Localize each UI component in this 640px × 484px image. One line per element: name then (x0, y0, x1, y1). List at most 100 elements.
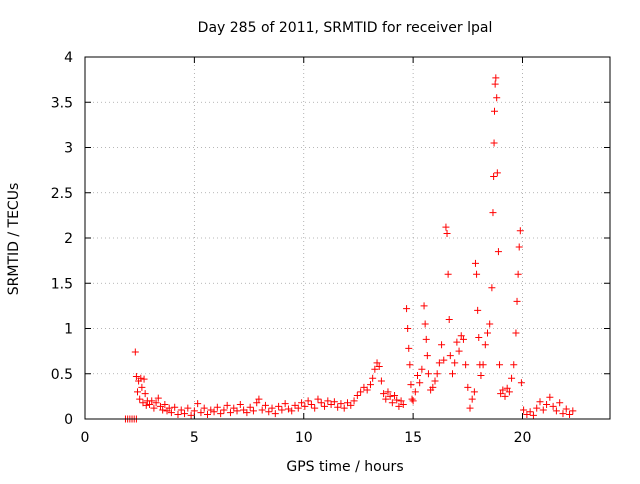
data-point (321, 402, 329, 410)
data-point (501, 392, 509, 400)
y-tick-label: 1 (64, 322, 73, 338)
data-point (503, 384, 511, 392)
data-point (171, 403, 179, 411)
data-point (416, 379, 424, 387)
data-point (444, 270, 452, 278)
data-point (138, 383, 146, 391)
data-point (347, 401, 355, 409)
data-point (499, 386, 507, 394)
data-point (314, 395, 322, 403)
data-point (204, 410, 211, 418)
data-point (492, 74, 500, 82)
data-point (473, 270, 481, 278)
data-point (167, 409, 175, 417)
data-point (533, 404, 541, 412)
data-point (243, 409, 251, 417)
data-point (440, 356, 448, 364)
data-point (265, 408, 273, 416)
data-point (435, 359, 443, 367)
data-point (288, 407, 296, 415)
data-point (459, 335, 467, 343)
y-tick-label: 2.5 (51, 186, 73, 202)
data-point (142, 401, 150, 409)
y-axis-label: SRMTID / TECUs (6, 183, 22, 296)
data-point (294, 404, 302, 412)
data-point (422, 335, 430, 343)
data-point (468, 395, 476, 403)
data-point (184, 404, 192, 412)
data-point (207, 406, 215, 414)
data-point (471, 259, 479, 267)
data-point (491, 80, 499, 88)
data-point (536, 398, 544, 406)
data-point (515, 243, 523, 251)
axis-ticks: 0 0.5 1 1.5 2 2.5 3 3.5 4 0 5 10 15 20 (51, 50, 610, 446)
data-point (317, 399, 325, 407)
data-point (146, 401, 154, 409)
data-point (442, 223, 450, 231)
data-point (429, 383, 437, 391)
data-point (213, 403, 221, 411)
data-point (562, 405, 570, 413)
data-point (512, 329, 520, 337)
data-point (161, 401, 169, 409)
data-point (407, 381, 415, 389)
grid-lines (85, 57, 610, 419)
data-point (414, 372, 421, 380)
data-point (494, 248, 502, 256)
data-point (449, 370, 456, 378)
data-point (491, 107, 498, 115)
x-tick-label: 10 (295, 430, 313, 446)
y-tick-label: 0.5 (51, 367, 73, 383)
data-point (445, 315, 453, 323)
data-point (464, 383, 472, 391)
data-point (386, 392, 394, 400)
data-point (497, 390, 505, 398)
data-point (141, 390, 149, 398)
data-point (226, 409, 234, 417)
data-point (371, 365, 379, 373)
data-point (375, 363, 383, 371)
data-point (443, 229, 451, 237)
data-points (121, 74, 577, 423)
data-point (324, 397, 332, 405)
data-point (490, 172, 498, 180)
data-point (406, 361, 414, 369)
data-point (330, 398, 338, 406)
data-point (165, 404, 173, 412)
data-point (154, 394, 162, 402)
x-tick-label: 0 (81, 430, 90, 446)
data-point (384, 388, 392, 396)
data-point (556, 399, 564, 407)
data-point (484, 329, 491, 337)
data-point (508, 374, 516, 382)
data-point (388, 399, 396, 407)
data-point (559, 410, 567, 418)
data-point (397, 397, 405, 405)
data-point (566, 410, 574, 418)
plot-frame (84, 56, 611, 420)
data-point (549, 402, 557, 410)
data-point (423, 352, 431, 360)
data-point (148, 397, 156, 405)
data-point (479, 361, 487, 369)
data-point (514, 270, 522, 278)
data-point (405, 344, 413, 352)
data-point (187, 411, 195, 419)
data-point (271, 410, 279, 418)
data-point (470, 388, 478, 396)
data-point (307, 401, 315, 409)
y-tick-label: 3 (64, 141, 73, 157)
data-point (132, 372, 140, 380)
data-point (233, 407, 241, 415)
data-point (455, 347, 463, 355)
data-point (268, 404, 276, 412)
y-tick-label: 2 (64, 231, 73, 247)
data-point (301, 402, 309, 410)
data-point (409, 397, 417, 405)
data-point (278, 406, 286, 414)
data-point (377, 377, 385, 385)
data-point (131, 348, 139, 356)
data-point (281, 400, 289, 408)
